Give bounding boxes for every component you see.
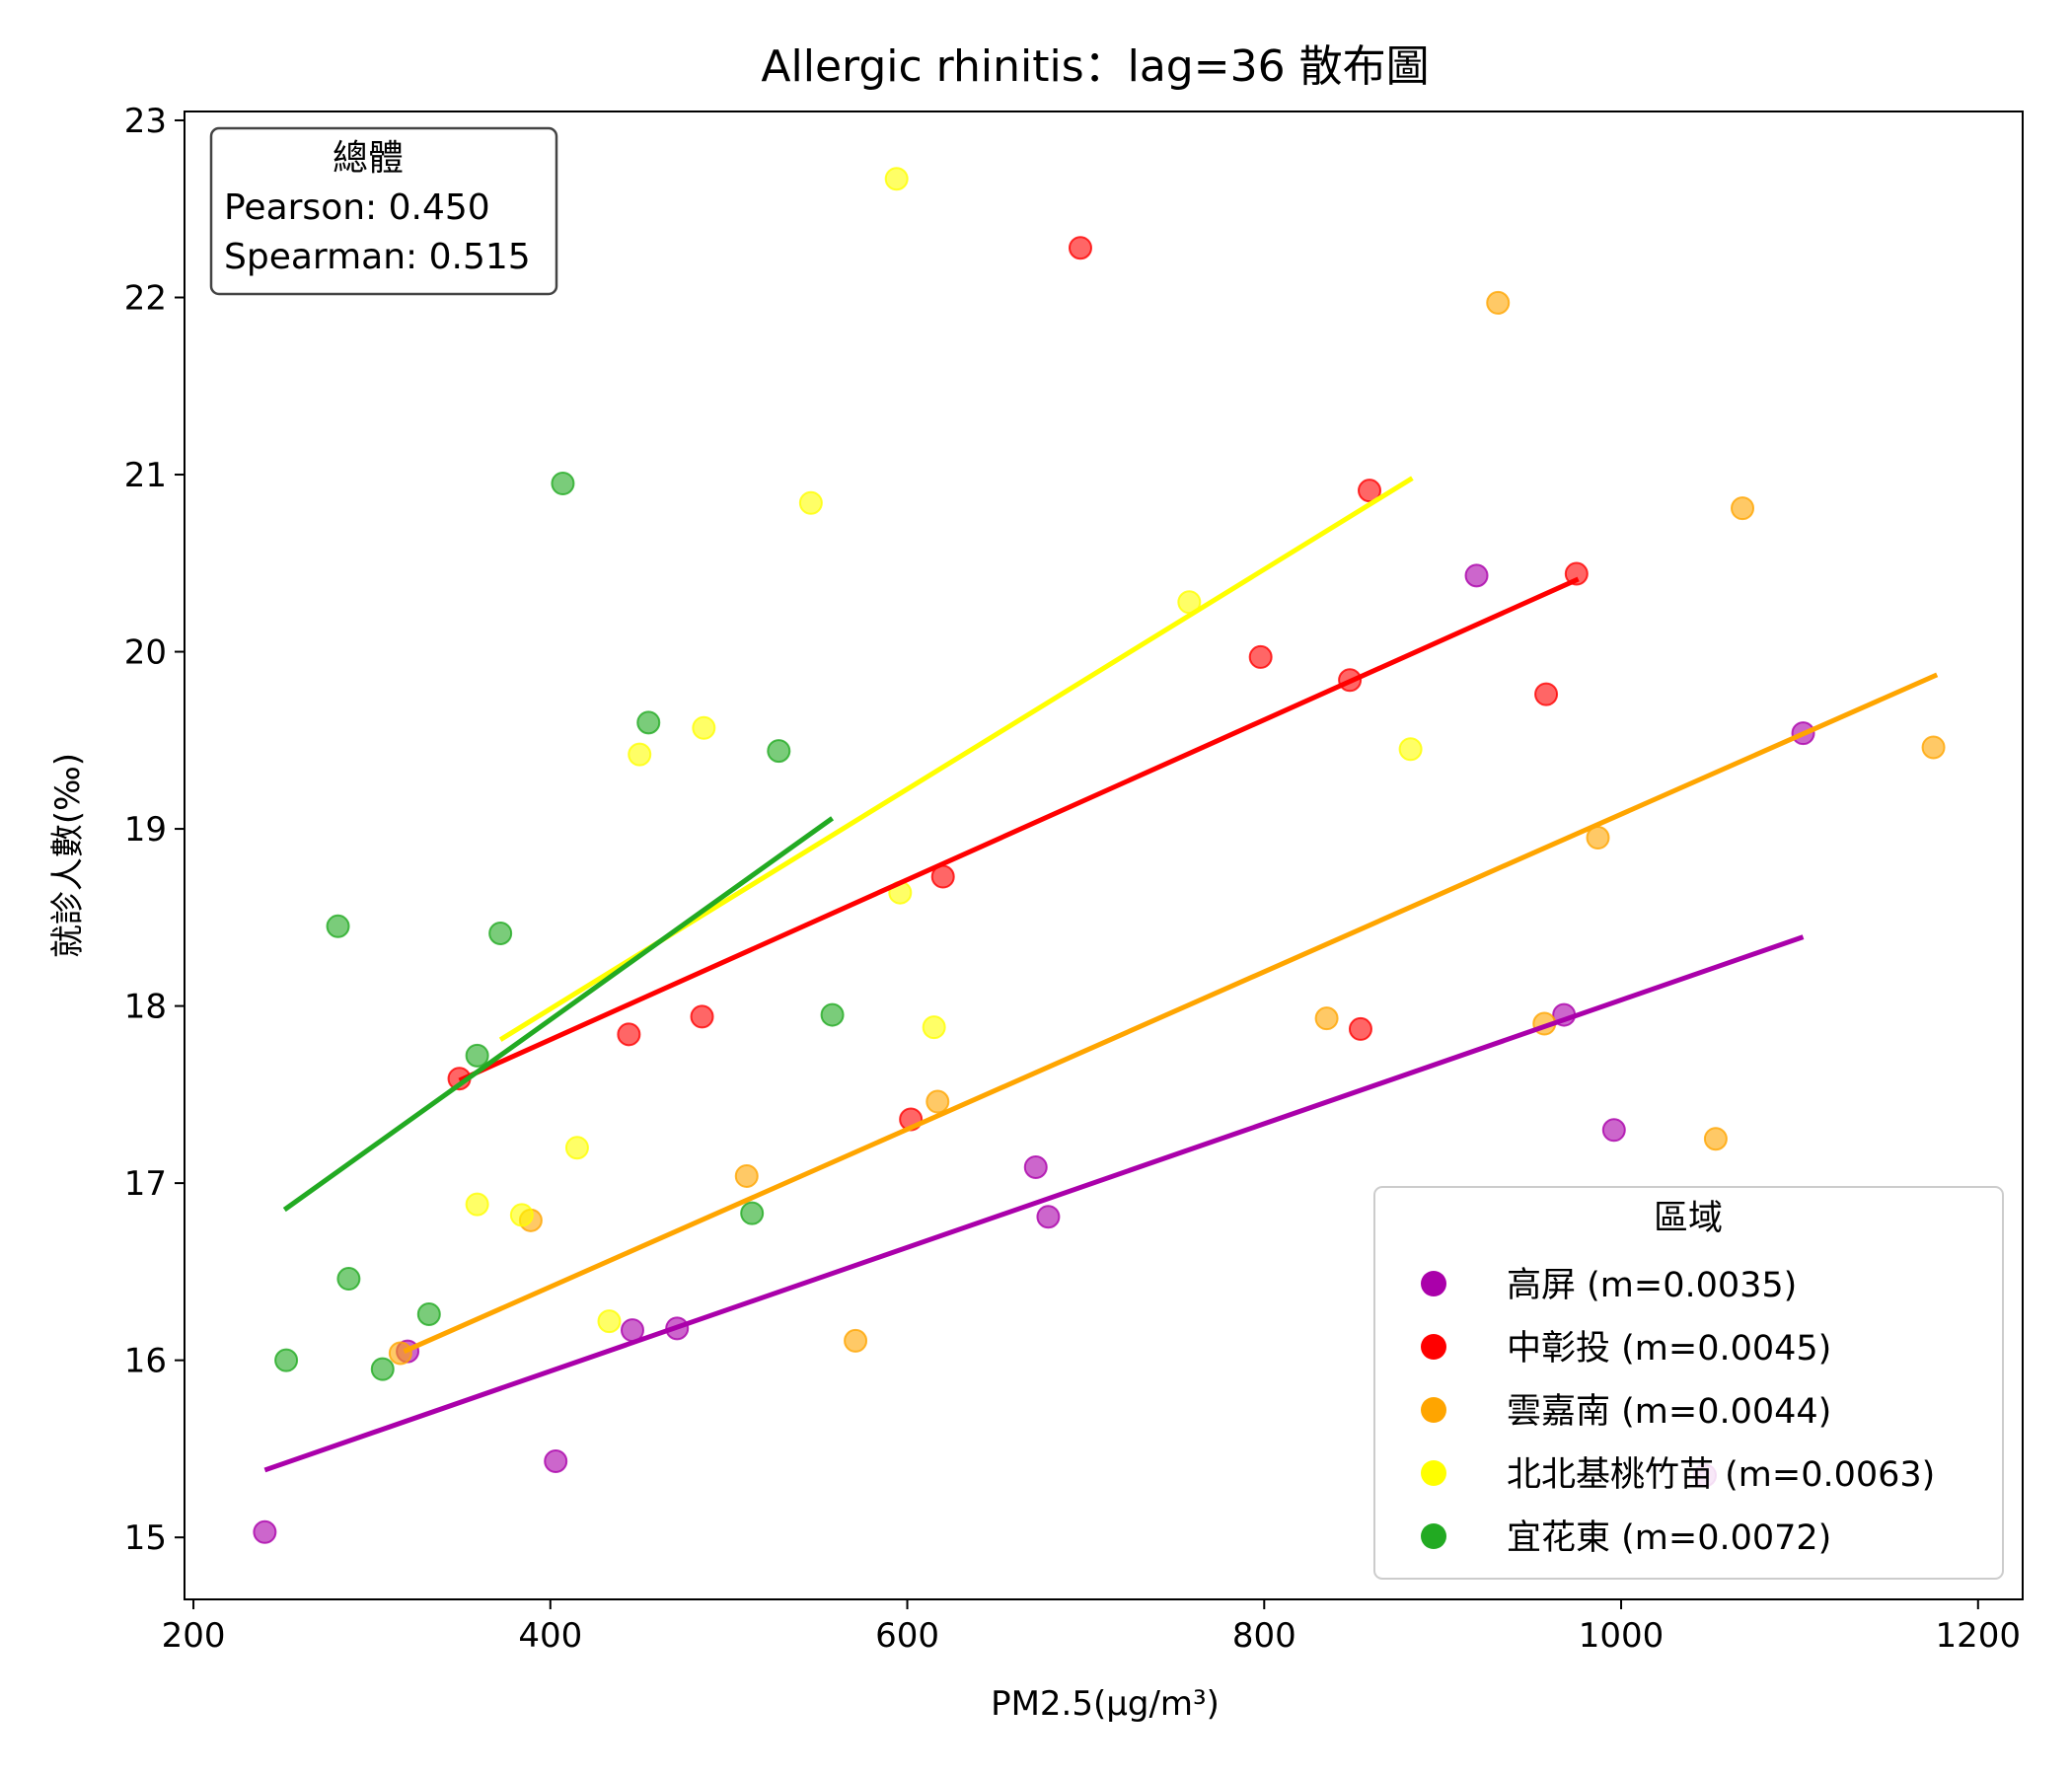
data-point-series-2	[925, 1089, 950, 1114]
x-tick-label: 600	[875, 1616, 939, 1656]
data-point-series-3	[465, 1192, 489, 1217]
legend-title: 區域	[1654, 1199, 1723, 1238]
data-point-series-4	[370, 1357, 395, 1381]
legend-entries: 高屏 (m=0.0035) 中彰投 (m=0.0045) 雲嘉南 (m=0.0044…	[1421, 1266, 1935, 1558]
y-tick-label: 23	[124, 102, 167, 141]
data-point-series-1	[1348, 1016, 1372, 1041]
data-point-series-4	[336, 1267, 361, 1292]
x-axis-label: PM2.5(μg/m³)	[991, 1684, 1220, 1724]
data-point-series-3	[564, 1136, 589, 1160]
data-point-series-4	[767, 739, 791, 764]
legend: 區域 高屏 (m=0.0035) 中彰投 (m=0.0045) 雲嘉南 (m=0.0…	[1373, 1186, 2004, 1580]
data-point-series-3	[798, 490, 823, 515]
stats-box-frame	[209, 126, 558, 296]
legend-marker-series-4	[1421, 1523, 1446, 1549]
data-point-series-3	[1398, 737, 1423, 762]
y-axis-label: 就診人數(‰)	[48, 753, 88, 958]
data-point-series-4	[326, 914, 350, 938]
points-group	[253, 167, 1946, 1544]
legend-label-series-1: 中彰投 (m=0.0045)	[1507, 1329, 1831, 1369]
data-point-series-0	[253, 1519, 277, 1544]
legend-marker-series-2	[1421, 1397, 1446, 1423]
data-point-series-3	[884, 167, 909, 191]
data-point-series-3	[628, 742, 652, 767]
data-point-series-2	[1703, 1127, 1728, 1151]
x-tick-label: 400	[518, 1616, 582, 1656]
x-tick-label: 1000	[1579, 1616, 1665, 1656]
plot-frame	[184, 111, 2024, 1600]
legend-label-series-3: 北北基桃竹苗 (m=0.0063)	[1507, 1455, 1935, 1495]
x-tick-label: 1200	[1936, 1616, 2022, 1656]
y-tick-label: 20	[124, 633, 167, 673]
fit-line-series-1	[458, 576, 1580, 1083]
data-point-series-4	[488, 921, 513, 945]
y-tick-label: 16	[124, 1342, 167, 1381]
data-point-series-1	[1248, 644, 1273, 669]
data-point-series-0	[1601, 1118, 1626, 1143]
data-point-series-2	[1731, 496, 1755, 521]
y-tick-label: 22	[124, 279, 167, 319]
data-point-series-4	[465, 1043, 489, 1068]
y-tick-label: 18	[124, 988, 167, 1027]
ticks-layer: 200 400 600 800 1000 1200 15 16 17 18 19 20 21 22 23	[124, 102, 2021, 1656]
spearman-label: Spearman: 0.515	[224, 237, 531, 277]
data-point-series-2	[1921, 735, 1946, 760]
stats-box-title: 總體	[333, 138, 404, 179]
data-point-series-3	[692, 715, 716, 740]
data-point-series-1	[1358, 479, 1382, 503]
data-point-series-4	[636, 710, 661, 735]
data-point-series-2	[734, 1163, 759, 1188]
data-point-series-3	[597, 1309, 622, 1334]
data-point-series-1	[690, 1004, 714, 1029]
data-point-series-2	[1314, 1006, 1339, 1031]
fit-line-series-0	[263, 934, 1805, 1473]
legend-marker-series-3	[1421, 1460, 1446, 1486]
data-point-series-3	[922, 1015, 946, 1040]
stats-box: 總體 Pearson: 0.450 Spearman: 0.515	[209, 126, 558, 296]
data-point-series-1	[1564, 561, 1589, 586]
data-point-series-4	[740, 1201, 765, 1225]
x-tick-label: 800	[1232, 1616, 1296, 1656]
legend-marker-series-0	[1421, 1271, 1446, 1296]
data-point-series-2	[388, 1341, 412, 1366]
data-point-series-3	[509, 1203, 534, 1227]
fit-lines-group	[263, 476, 1939, 1473]
data-point-series-4	[416, 1301, 441, 1326]
data-point-series-0	[544, 1448, 568, 1473]
data-point-series-0	[1036, 1205, 1061, 1229]
legend-label-series-0: 高屏 (m=0.0035)	[1507, 1266, 1797, 1305]
y-tick-label: 15	[124, 1518, 167, 1558]
series-layer	[253, 167, 1946, 1544]
data-point-series-0	[1464, 563, 1489, 588]
y-tick-label: 19	[124, 810, 167, 850]
legend-marker-series-1	[1421, 1334, 1446, 1360]
fit-line-series-2	[403, 672, 1939, 1354]
data-point-series-2	[1486, 290, 1511, 315]
legend-label-series-2: 雲嘉南 (m=0.0044)	[1507, 1392, 1831, 1432]
data-point-series-1	[1068, 236, 1092, 260]
y-tick-label: 21	[124, 456, 167, 495]
data-point-series-4	[274, 1348, 299, 1372]
data-point-series-1	[617, 1022, 641, 1047]
data-point-series-4	[820, 1002, 845, 1027]
data-point-series-0	[1023, 1154, 1048, 1179]
legend-label-series-4: 宜花東 (m=0.0072)	[1507, 1518, 1831, 1558]
data-point-series-2	[844, 1328, 868, 1353]
legend-frame	[1373, 1186, 2004, 1580]
y-tick-label: 17	[124, 1164, 167, 1204]
chart-title: Allergic rhinitis：lag=36 散布圖	[761, 41, 1429, 92]
data-point-series-1	[1534, 682, 1559, 706]
pearson-label: Pearson: 0.450	[224, 187, 490, 228]
x-tick-label: 200	[162, 1616, 226, 1656]
data-point-series-4	[551, 472, 575, 495]
fit-line-series-4	[282, 816, 835, 1213]
